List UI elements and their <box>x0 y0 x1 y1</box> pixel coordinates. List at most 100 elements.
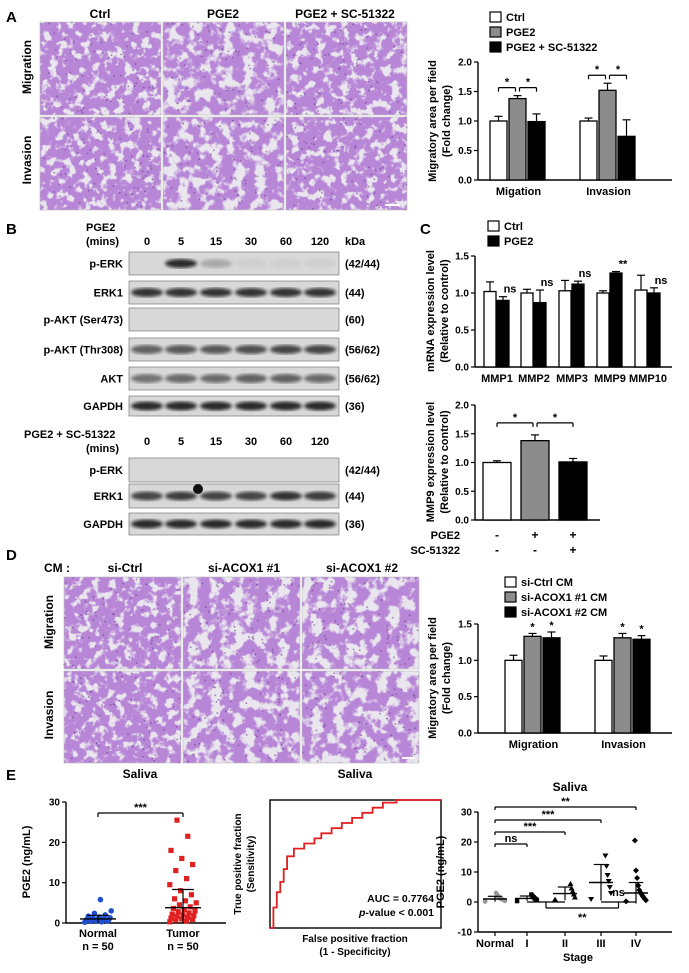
micrograph-d-1-2-pore <box>406 703 409 706</box>
micrograph-a-0-1-pore <box>225 107 227 110</box>
blot-treatment-label: PGE2 <box>86 222 115 234</box>
micrograph-d-1-2-pore <box>383 757 386 760</box>
micrograph-d-1-1-pore <box>282 748 285 750</box>
micrograph-a-1-1-pore <box>234 190 237 192</box>
micrograph-a-1-1-pore <box>259 147 261 150</box>
micrograph-d-1-2-pore <box>384 759 387 761</box>
micrograph-a-0-2-pore <box>339 42 341 45</box>
micrograph-a-1-1-pore <box>236 194 239 197</box>
chart-e3-x-tick-label: III <box>596 938 605 950</box>
micrograph-a-0-2-pore <box>344 73 347 76</box>
micrograph-d-0-0-pore <box>150 642 153 645</box>
micrograph-d-1-1-pore <box>214 694 217 697</box>
micrograph-a-1-1-pore <box>212 149 215 152</box>
chart-e1-point <box>184 876 190 882</box>
micrograph-a-0-0-pore <box>103 63 105 66</box>
micrograph-d-1-1-pore <box>222 691 224 694</box>
micrograph-d-0-2-pore <box>416 629 419 632</box>
micrograph-d-0-1-pore <box>189 646 192 649</box>
chart-e3-y-tick-label: 30 <box>461 808 473 819</box>
micrograph-d-1-2-pore <box>324 702 327 705</box>
micrograph-d-1-0-pore <box>99 715 102 717</box>
legend-label: PGE2 <box>506 27 535 39</box>
micrograph-a-0-1-pore <box>208 29 210 32</box>
micrograph-d-0-0-pore <box>151 636 154 639</box>
panel-a-col-combo: PGE2 + SC-51322 <box>295 7 395 21</box>
micrograph-a-1-0-pore <box>60 173 62 176</box>
micrograph-a-1-2-pore <box>378 154 381 157</box>
micrograph-a-1-0-pore <box>147 171 149 173</box>
micrograph-a-0-2-pore <box>380 33 383 36</box>
micrograph-a-1-0-pore <box>147 131 149 133</box>
micrograph-d-1-2-pore <box>312 676 315 679</box>
micrograph-d-0-0-pore <box>67 586 70 589</box>
micrograph-d-0-2-pore <box>396 639 399 642</box>
micrograph-a-1-0-pore <box>93 182 96 185</box>
micrograph-a-1-2-pore <box>363 180 366 182</box>
micrograph-a-0-2-pore <box>318 66 321 69</box>
micrograph-d-1-0-pore <box>172 705 175 708</box>
chart-e3-significance: *** <box>542 809 556 821</box>
micrograph-d-1-1-pore <box>198 742 201 745</box>
micrograph-d-1-2-pore <box>398 720 400 723</box>
micrograph-a-1-0-pore <box>64 148 67 151</box>
micrograph-d-0-1-pore <box>195 647 198 650</box>
micrograph-d-1-2-pore <box>350 689 353 692</box>
micrograph-d-0-1-pore <box>241 657 244 660</box>
micrograph-a-1-1-pore <box>282 124 284 127</box>
micrograph-d-0-1-pore <box>245 601 248 604</box>
panel-a-row-migration: Migration <box>20 40 34 94</box>
micrograph-d-0-0-pore <box>129 597 132 600</box>
micrograph-a-0-2-pore <box>294 107 297 110</box>
chart-c1-x-tick-label: MMP10 <box>629 373 667 385</box>
blot-time-label: 15 <box>210 236 222 248</box>
micrograph-a-1-0-pore <box>76 151 79 154</box>
blot-top-row-0-band <box>165 259 197 268</box>
micrograph-d-1-0-pore <box>162 728 165 731</box>
micrograph-d-1-1-pore <box>267 681 270 684</box>
micrograph-d-0-2-pore <box>387 635 390 637</box>
micrograph-d-1-2-pore <box>323 693 326 696</box>
micrograph-d-1-1 <box>182 670 301 764</box>
micrograph-d-1-2-pore <box>393 688 396 691</box>
micrograph-a-1-1-pore <box>254 189 257 192</box>
chart-e1-point <box>185 833 191 839</box>
micrograph-a-1-0-pore <box>151 178 154 181</box>
micrograph-d-0-2-pore <box>313 632 316 635</box>
micrograph-d-0-1-pore <box>204 606 207 609</box>
micrograph-d-1-1-pore <box>285 682 288 685</box>
chart-e1-sig-significance: *** <box>134 802 148 814</box>
micrograph-d-1-2-pore <box>414 697 417 699</box>
legend-swatch <box>504 606 517 618</box>
micrograph-d-0-0-pore <box>141 609 144 612</box>
micrograph-a-0-0-pore <box>100 41 103 44</box>
micrograph-a-1-2-pore <box>351 171 354 174</box>
micrograph-a-1-0-pore <box>152 186 155 189</box>
micrograph-a-0-2-pore <box>339 29 342 32</box>
micrograph-d-1-2-pore <box>339 673 341 675</box>
micrograph-d-1-2-pore <box>310 709 313 712</box>
micrograph-a-1-2-pore <box>310 142 313 145</box>
micrograph-d-1-1-pore <box>222 689 224 692</box>
micrograph-a-0-0-pore <box>133 85 136 87</box>
micrograph-d-0-1-pore <box>228 613 231 615</box>
chart-a-x-tick-label: Migation <box>496 186 541 198</box>
chart-e1-point <box>188 892 194 898</box>
micrograph-d-0-2-stain <box>302 577 419 669</box>
micrograph-a-0-1-pore <box>272 61 275 63</box>
panel-a-bar-chart: Ctrl PGE2 PGE2 + SC-51322 0.0 0.5 1.0 1.5 2.0 Mi… <box>427 11 672 198</box>
micrograph-a-1-1-pore <box>279 161 282 163</box>
micrograph-d-0-1-pore <box>208 645 211 648</box>
blot-time-label: 0 <box>144 236 150 248</box>
micrograph-a-1-0-border <box>39 116 162 211</box>
bar-MMP9-1 <box>609 272 623 368</box>
micrograph-d-1-0-pore <box>78 701 81 704</box>
micrograph-a-1-0-pore <box>139 162 142 164</box>
micrograph-a-1-2-pore <box>294 126 297 129</box>
micrograph-a-1-1-pore <box>238 124 241 126</box>
micrograph-d-0-1-pore <box>223 652 226 654</box>
micrograph-d-0-1-pore <box>266 592 268 595</box>
micrograph-d-0-1-pore <box>216 617 219 620</box>
micrograph-d-1-0-pore <box>109 703 112 706</box>
micrograph-a-0-1-pore <box>231 56 234 59</box>
